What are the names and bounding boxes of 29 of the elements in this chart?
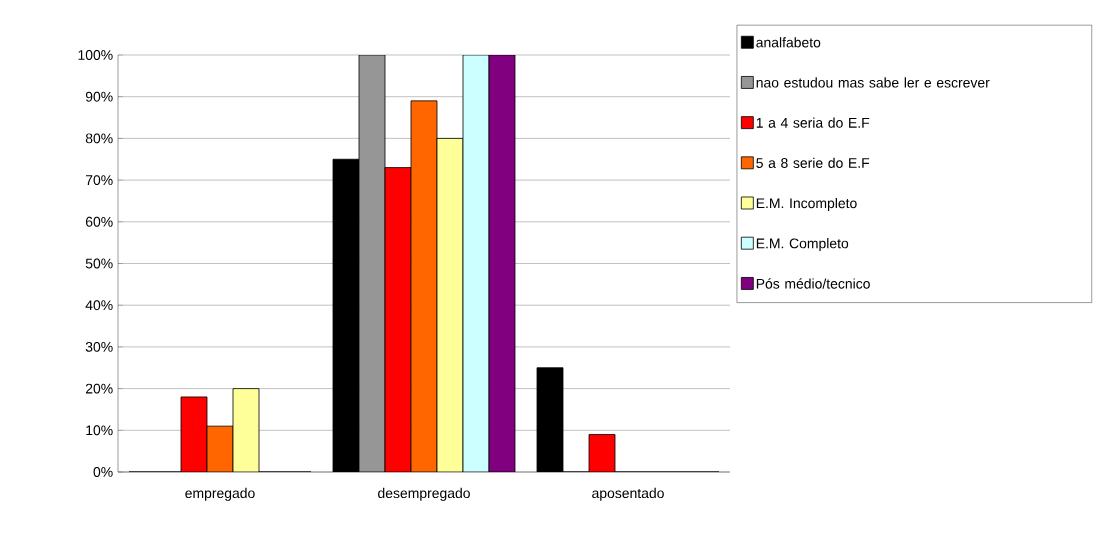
y-tick-label: 10% bbox=[86, 425, 113, 436]
bar bbox=[462, 55, 490, 472]
legend-label: 5 a 8 serie do E.F bbox=[756, 157, 870, 168]
y-tick-label: 30% bbox=[85, 341, 113, 352]
x-tick-label: empregado bbox=[185, 487, 255, 501]
y-tick-label: 80% bbox=[85, 133, 113, 144]
y-tick-label: 100% bbox=[78, 50, 113, 60]
bar bbox=[358, 55, 386, 472]
legend-label: nao estudou mas sabe ler e escrever bbox=[756, 77, 990, 88]
bar bbox=[232, 388, 260, 472]
bar bbox=[488, 55, 516, 472]
legend-label: 1 a 4 seria do E.F bbox=[756, 117, 870, 128]
legend-label: E.M. Completo bbox=[756, 238, 849, 252]
y-tick-label: 50% bbox=[85, 258, 113, 269]
y-tick-label: 0% bbox=[93, 467, 113, 477]
legend-label: Pós médio/tecnico bbox=[756, 278, 870, 289]
y-tick-label: 60% bbox=[85, 216, 113, 227]
x-tick-label: desempregado bbox=[378, 487, 470, 501]
legend-label: E.M. Incompleto bbox=[756, 197, 857, 211]
x-tick-label: aposentado bbox=[592, 487, 664, 501]
bar bbox=[436, 137, 464, 472]
y-tick-label: 40% bbox=[85, 300, 113, 311]
y-tick-label: 90% bbox=[85, 91, 113, 102]
legend-label: analfabeto bbox=[756, 37, 821, 48]
bar bbox=[384, 167, 412, 472]
y-tick-label: 70% bbox=[85, 175, 113, 186]
bar bbox=[180, 396, 208, 472]
y-tick-label: 20% bbox=[85, 383, 113, 394]
bar bbox=[410, 100, 438, 472]
